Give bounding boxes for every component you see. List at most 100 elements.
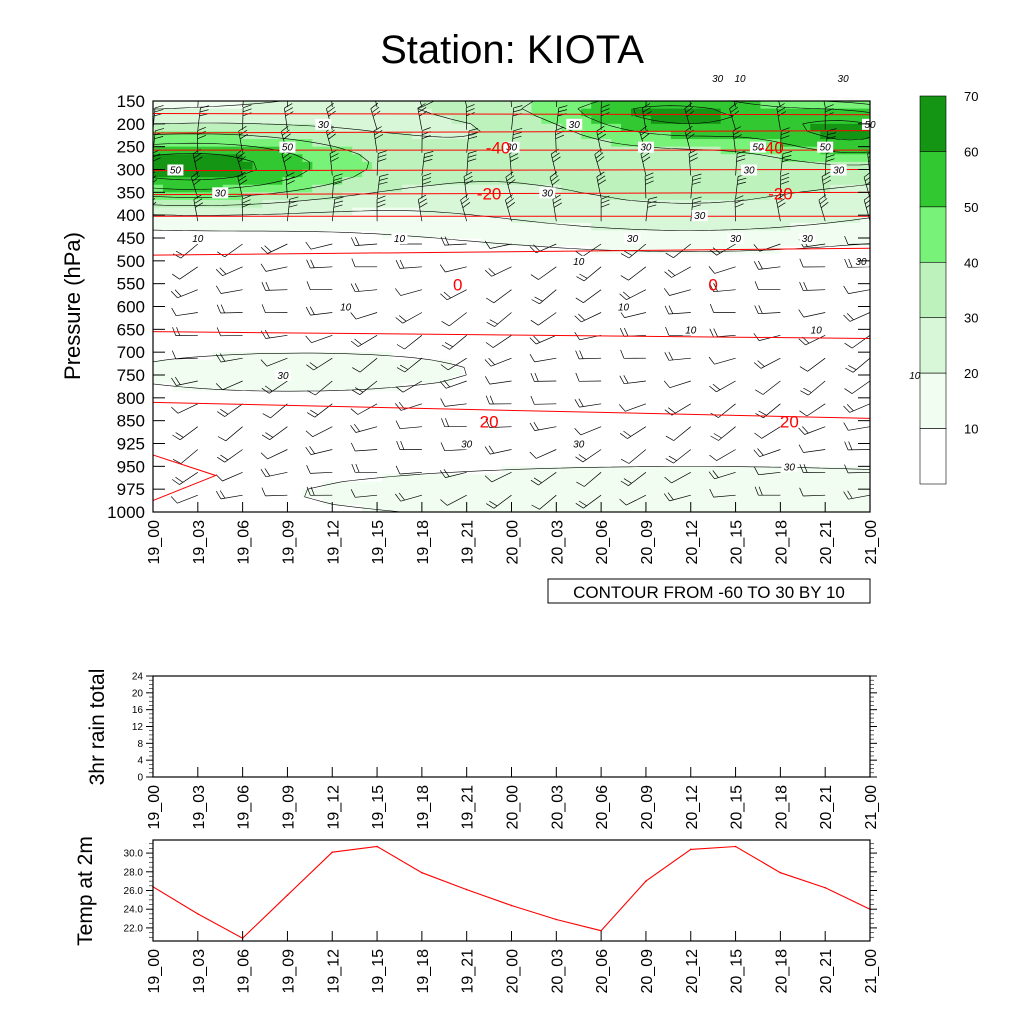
shade-cell [302, 169, 313, 178]
shade-cell [162, 199, 174, 209]
shade-cell [382, 215, 393, 224]
speed-contour-label: 30 [277, 371, 289, 382]
shade-cell [511, 184, 523, 193]
wind-barb [800, 380, 826, 396]
shade-cell [501, 116, 513, 125]
shade-cell [690, 131, 702, 140]
shade-cell [780, 169, 791, 178]
shade-cell [411, 481, 423, 490]
colorbar-box [919, 95, 947, 152]
shade-cell [790, 489, 801, 498]
wind-barb [529, 334, 557, 345]
shade-cell [262, 131, 274, 140]
speed-contour-label: 30 [730, 234, 742, 245]
shade-cell [441, 359, 453, 368]
shade-cell [571, 207, 582, 216]
wind-barb [753, 357, 781, 369]
wind-barb [215, 380, 243, 391]
temp-contour-label: 20 [480, 413, 499, 432]
wind-barb [530, 472, 557, 486]
shade-cell [581, 207, 592, 216]
shade-cell [242, 367, 254, 376]
wind-barb [620, 472, 647, 486]
wind-barb [395, 380, 423, 393]
shade-cell [780, 131, 791, 140]
shade-cell [352, 367, 363, 376]
shade-cell [372, 367, 383, 376]
wind-barb [620, 266, 647, 281]
shade-cell [531, 207, 542, 216]
shade-cell [421, 359, 433, 368]
shade-cell [690, 184, 702, 193]
shade-cell [591, 101, 602, 110]
shade-cell [680, 161, 692, 171]
shade-cell [362, 123, 373, 133]
wind-barb [665, 449, 692, 464]
shade-cell [212, 382, 224, 391]
shade-cell [282, 352, 294, 361]
shade-cell [252, 367, 264, 376]
shade-cell [461, 215, 473, 224]
shade-cell [322, 101, 333, 110]
shade-cell [611, 215, 622, 224]
y-tick-label: 350 [117, 183, 145, 202]
shade-cell [581, 215, 592, 224]
shade-cell [222, 177, 234, 186]
shade-cell [750, 481, 762, 490]
shade-cell [840, 192, 851, 201]
shade-cell [302, 161, 313, 171]
shade-cell [660, 131, 672, 140]
shade-cell [262, 199, 274, 209]
shade-cell [581, 222, 592, 231]
temp-point [331, 851, 334, 853]
shade-cell [531, 192, 542, 201]
shade-cell [411, 473, 423, 483]
shade-cell [780, 177, 791, 186]
wind-barb [664, 266, 691, 278]
shade-cell [501, 161, 513, 171]
shade-cell [521, 481, 533, 490]
shade-cell [431, 161, 443, 171]
shade-cell [511, 215, 523, 224]
shade-cell [551, 192, 562, 201]
shade-cell [491, 139, 503, 148]
speed-contour-label: 30 [802, 234, 814, 245]
shade-cell [322, 177, 333, 186]
shade-cell [650, 207, 662, 216]
shade-cell [660, 139, 672, 148]
shade-cell [810, 222, 821, 231]
wind-barb [261, 281, 288, 291]
shade-cell [621, 473, 632, 483]
shade-cell [252, 382, 264, 391]
wind-barb [440, 442, 467, 452]
wind-barb [396, 440, 422, 450]
shade-cell [302, 184, 313, 193]
rain-x-tick-label: 19_09 [280, 785, 297, 830]
wind-barb [780, 127, 790, 153]
shade-cell [631, 473, 642, 483]
shade-cell [421, 161, 433, 171]
shade-cell [601, 101, 612, 110]
shade-cell [690, 101, 702, 110]
shade-cell [840, 184, 851, 193]
shade-cell [780, 215, 791, 224]
shade-cell [571, 169, 582, 178]
shade-cell [392, 222, 403, 231]
speed-label-bg [458, 438, 475, 450]
shade-cell [680, 222, 692, 231]
shade-cell [601, 116, 612, 125]
shade-cell [740, 123, 752, 133]
shade-cell [631, 108, 642, 117]
shade-cell [581, 230, 592, 239]
shade-cell [242, 359, 254, 368]
shade-cell [342, 154, 353, 163]
shade-cell [481, 101, 493, 110]
shade-cell [421, 496, 433, 505]
shade-cell [670, 481, 682, 490]
shade-cell [302, 489, 313, 498]
wind-barb [708, 266, 736, 274]
shade-cell [660, 169, 672, 178]
shade-cell [252, 123, 264, 133]
shade-cell [860, 230, 870, 239]
shade-cell [730, 207, 742, 216]
